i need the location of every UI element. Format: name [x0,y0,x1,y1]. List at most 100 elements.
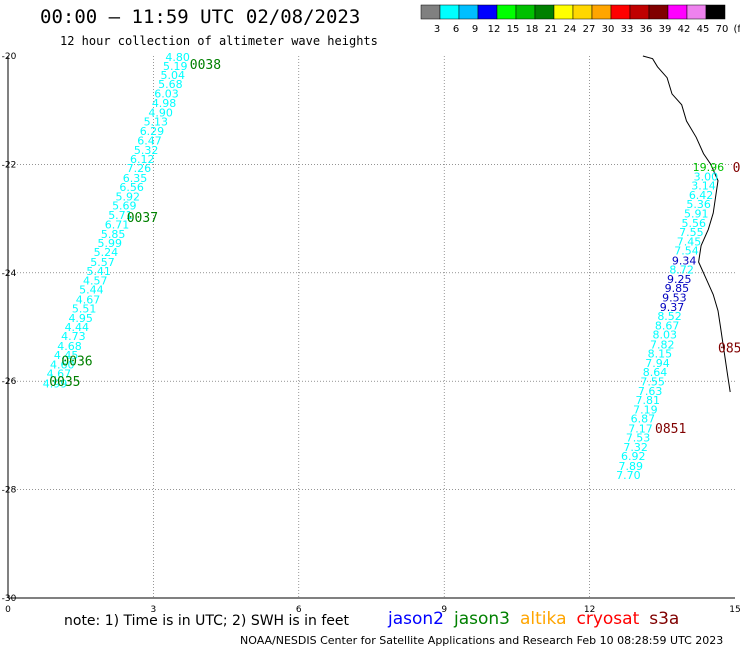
data-point-label: 5.41 [86,265,111,278]
data-point-label: 6.92 [621,450,646,463]
legend-swatch [439,4,460,20]
data-point-label: 5.19 [163,60,188,73]
data-point-label: 6.35 [123,172,148,185]
time-label: 0038 [190,58,221,73]
legend-label: 3 [434,24,440,35]
data-point-label: 7.81 [636,394,661,407]
data-point-label: 9.37 [660,301,685,314]
data-point-label: 8.15 [648,348,673,361]
data-points: 4.805.195.045.686.034.984.905.136.296.47… [43,51,740,482]
satellite-jason3: jason3 [454,609,510,629]
data-point-label: 5.44 [79,284,104,297]
y-tick-label: -28 [2,486,17,496]
data-point-label: 7.17 [628,422,653,435]
data-point-label: 5.24 [94,246,119,259]
data-point-label: 7.45 [677,235,702,248]
y-tick-label: -30 [2,594,17,604]
chart-title: 00:00 – 11:59 UTC 02/08/2023 [40,6,361,28]
y-tick-label: -22 [2,160,17,170]
x-tick-label: 6 [296,605,302,615]
legend-swatch [458,4,479,20]
data-point-label: 4.80 [165,51,190,64]
data-point-label: 9.34 [672,254,697,267]
legend-swatch [496,4,517,20]
data-point-label: 5.56 [682,217,707,230]
legend-swatch [420,4,441,20]
data-point-label: 5.13 [144,116,169,129]
footnote: note: 1) Time is in UTC; 2) SWH is in fe… [64,613,350,629]
legend-label: 6 [453,24,459,35]
data-point-label: 5.91 [684,208,709,221]
data-point-label: 6.12 [130,153,155,166]
coastline-path [642,55,731,393]
data-point-label: 4.73 [61,330,86,343]
x-tick-label: 12 [584,605,595,615]
legend-label: 36 [640,24,653,35]
data-point-label: 6.87 [631,413,656,426]
data-point-label: 4.67 [76,293,101,306]
time-label: 0851 [655,422,686,437]
data-point-label: 7.53 [626,432,651,445]
data-point-label: 7.54 [674,245,699,258]
data-point-label: 4.68 [57,340,82,353]
data-point-label: 5.36 [686,198,711,211]
legend-swatch [477,4,498,20]
data-point-label: 9.53 [662,292,687,305]
data-point-label: 7.70 [616,469,641,482]
data-point-label: 9.85 [665,282,690,295]
legend-label: 21 [545,24,558,35]
credit-line: NOAA/NESDIS Center for Satellite Applica… [240,634,724,647]
data-point-label: 5.92 [115,190,140,203]
legend-swatch [610,4,631,20]
y-tick-label: -26 [2,377,17,387]
satellite-cryosat: cryosat [576,609,640,629]
data-point-label: 19.96 [693,161,725,174]
data-point-label: 7.82 [650,338,675,351]
legend-label: 70 [716,24,729,35]
data-point-label: 6.71 [105,219,130,232]
data-point-label: 5.32 [134,144,159,157]
data-point-label: 8.03 [652,329,677,342]
time-label: 0037 [127,211,158,226]
data-point-label: 6.03 [154,87,179,100]
satellite-legend: jason2 jason3 altika cryosat s3a [388,609,689,629]
data-point-label: 4.99 [43,377,68,390]
time-label: 0 [733,161,740,176]
data-point-label: 6.56 [119,181,144,194]
data-point-label: 7.89 [619,460,644,473]
legend-label: 15 [507,24,520,35]
data-point-label: 7.55 [679,226,704,239]
data-point-label: 3.14 [691,180,716,193]
legend-swatch [591,4,612,20]
data-point-label: 6.42 [689,189,714,202]
legend-label: 27 [583,24,596,35]
legend-swatch [705,4,726,20]
x-tick-label: 0 [5,605,11,615]
chart-axes: 0 3 6 9 12 15 -20 -22 -24 -26 -28 -30 [2,52,740,615]
satellite-jason2: jason2 [388,609,444,629]
data-point-label: 4.44 [65,321,90,334]
data-point-label: 5.04 [161,69,186,82]
data-point-label: 4.95 [68,312,93,325]
legend-swatch [515,4,536,20]
legend-label: 24 [564,24,577,35]
legend-swatch [553,4,574,20]
data-point-label: 8.67 [655,319,680,332]
legend-label: 42 [678,24,691,35]
data-point-label: 8.64 [643,366,668,379]
legend-swatch [629,4,650,20]
legend-swatch [534,4,555,20]
legend-label: 45 [697,24,710,35]
x-tick-label: 9 [441,605,447,615]
legend-swatch [572,4,593,20]
data-point-label: 7.32 [623,441,648,454]
legend-label: 18 [526,24,539,35]
data-point-label: 5.69 [112,200,137,213]
time-label: 0036 [61,355,92,370]
data-point-label: 3.00 [694,170,719,183]
legend-label: 30 [602,24,615,35]
x-tick-label: 15 [729,605,740,615]
